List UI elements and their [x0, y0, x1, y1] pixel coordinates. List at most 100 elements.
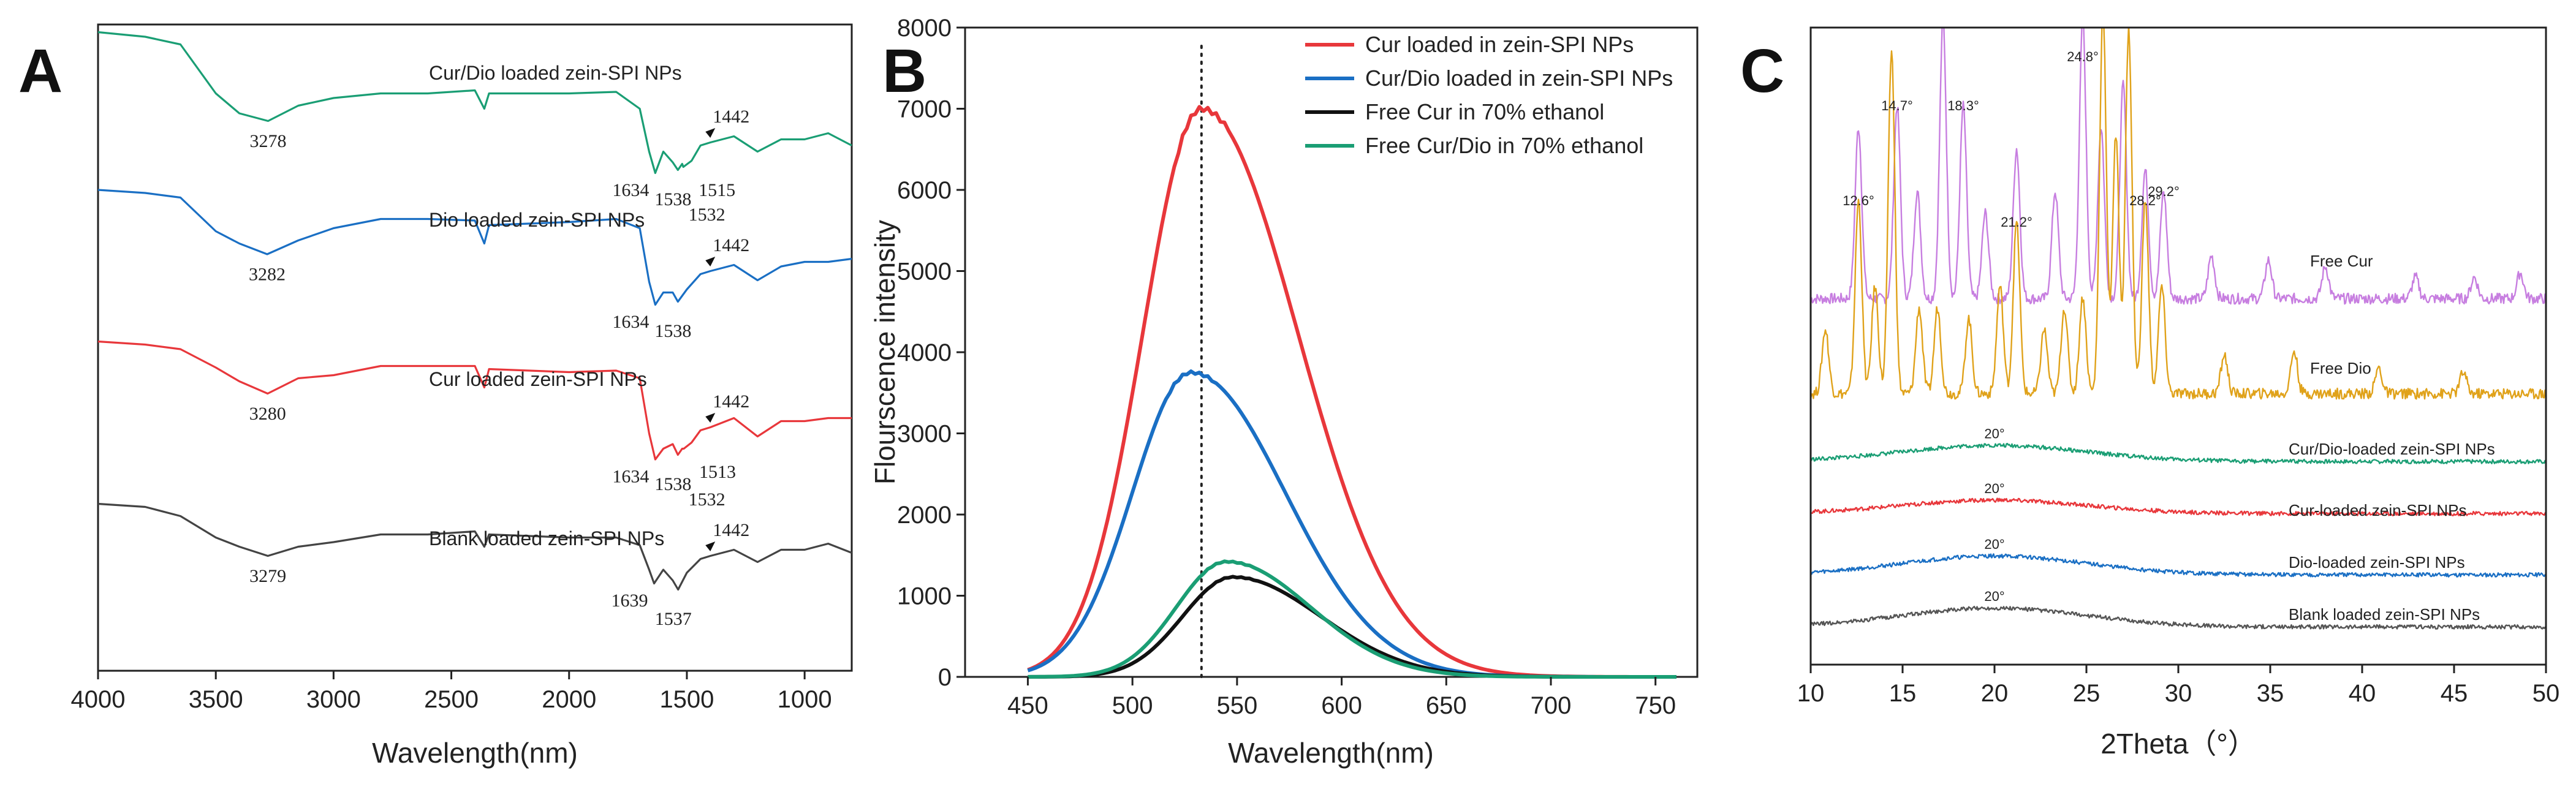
y-tick-label: 0 — [938, 664, 952, 691]
peak-annotation: 12.6° — [1843, 193, 1874, 208]
legend-item: Free Cur in 70% ethanol — [1305, 99, 1604, 124]
legend-label: Free Cur in 70% ethanol — [1365, 99, 1604, 124]
peak-annotation: 20° — [1984, 589, 2004, 604]
y-tick-label: 2000 — [897, 502, 952, 529]
peak-arrow — [705, 542, 716, 551]
spectrum-line — [97, 502, 852, 591]
peak-annotation: 24.8° — [2067, 49, 2099, 64]
peak-annotation: 1538 — [654, 189, 691, 209]
x-tick-label: 30 — [2165, 680, 2192, 707]
x-tick-label: 550 — [1216, 692, 1257, 719]
x-tick-label: 20 — [1981, 680, 2009, 707]
panel-c-plot: Free Cur 14.7° 18.3° 24.8° 29.2° Free Dio 12.6… — [1811, 28, 2546, 630]
y-tick-label: 5000 — [897, 258, 952, 285]
series-cur-loaded-in-zein-spi-nps — [1027, 105, 1676, 679]
panel-b-y-label: Flourscence intensity — [869, 220, 901, 485]
peak-arrow — [705, 257, 716, 266]
x-tick-label: 2500 — [424, 686, 479, 713]
series-label: Blank loaded zein-SPI NPs — [2289, 605, 2480, 624]
peak-annotation: 1634 — [612, 180, 649, 200]
panel-c-x-ticks: 10 15 20 25 30 35 40 45 50 — [1797, 665, 2560, 707]
panel-b: B 450 500 550 600 650 700 750 0 1000 2000 3000 400… — [869, 15, 1699, 769]
x-tick-label: 40 — [2349, 680, 2376, 707]
panel-a-frame — [97, 23, 853, 672]
spectrum-line — [97, 31, 852, 175]
panel-b-x-ticks: 450 500 550 600 650 700 750 — [1007, 677, 1676, 719]
x-tick-label: 10 — [1797, 680, 1825, 707]
panel-b-y-ticks: 0 1000 2000 3000 4000 5000 6000 7000 8000 — [897, 15, 965, 691]
panel-a-x-label: Wavelength(nm) — [372, 737, 578, 769]
series-label: Cur/Dio loaded zein-SPI NPs — [429, 62, 682, 84]
y-tick-label: 6000 — [897, 177, 952, 204]
series-cur-dio-loaded-in-zein-spi-nps — [1027, 369, 1676, 679]
x-tick-label: 650 — [1426, 692, 1467, 719]
x-tick-label: 45 — [2441, 680, 2468, 707]
series-label: Dio-loaded zein-SPI NPs — [2289, 553, 2465, 572]
peak-annotation: 1538 — [654, 321, 691, 341]
x-tick-label: 750 — [1635, 692, 1676, 719]
panel-a-letter: A — [18, 37, 63, 105]
x-tick-label: 25 — [2073, 680, 2101, 707]
peak-annotation: 1537 — [655, 609, 692, 629]
peak-annotation: 1532 — [689, 489, 725, 510]
peak-annotation: 3279 — [249, 566, 286, 586]
xrd-pattern-line — [1811, 606, 2546, 630]
panel-b-plot — [1027, 45, 1676, 679]
series-free-cur — [1811, 28, 2546, 305]
series-cur-dio-loaded-zein-spi-nps: Cur/Dio loaded zein-SPI NPs 3278 1634 15381… — [97, 31, 852, 225]
x-tick-label: 4000 — [71, 686, 126, 713]
series-label: Blank loaded zein-SPI NPs — [429, 527, 664, 549]
peak-annotation: 1442 — [713, 235, 749, 255]
xrd-pattern-line — [1811, 28, 2546, 305]
peak-annotation: 3278 — [250, 131, 287, 151]
panel-c-letter: C — [1740, 37, 1784, 105]
x-tick-label: 600 — [1321, 692, 1362, 719]
x-tick-label: 50 — [2532, 680, 2560, 707]
spectrum-line — [97, 189, 852, 306]
series-cur-loaded-zein-spi-nps — [1811, 497, 2546, 516]
panel-b-letter: B — [882, 37, 926, 105]
series-label: Cur loaded zein-SPI NPs — [429, 368, 647, 390]
peak-arrow — [705, 413, 716, 423]
xrd-pattern-line — [1811, 553, 2546, 578]
x-tick-label: 500 — [1112, 692, 1153, 719]
x-tick-label: 35 — [2257, 680, 2284, 707]
peak-annotation: 21.2° — [2001, 214, 2032, 230]
peak-annotation: 1442 — [713, 391, 749, 412]
legend-label: Free Cur/Dio in 70% ethanol — [1365, 133, 1643, 158]
x-tick-label: 2000 — [542, 686, 596, 713]
y-tick-label: 8000 — [897, 15, 952, 42]
series-label: Cur/Dio-loaded zein-SPI NPs — [2289, 440, 2495, 458]
series-label: Dio loaded zein-SPI NPs — [429, 209, 645, 231]
peak-annotation: 1532 — [689, 205, 725, 225]
peak-arrow — [705, 128, 716, 138]
legend-label: Cur/Dio loaded in zein-SPI NPs — [1365, 66, 1673, 91]
panel-b-x-label: Wavelength(nm) — [1228, 737, 1434, 769]
legend-item: Free Cur/Dio in 70% ethanol — [1305, 133, 1643, 158]
peak-annotation: 1442 — [713, 520, 749, 540]
peak-annotation: 1639 — [612, 591, 648, 611]
peak-annotation: 18.3° — [1947, 98, 1979, 113]
panel-b-legend: Cur loaded in zein-SPI NPs Cur/Dio loaded… — [1305, 32, 1673, 158]
series-label: Cur-loaded zein-SPI NPs — [2289, 501, 2466, 519]
x-tick-label: 3000 — [306, 686, 361, 713]
peak-annotation: 1634 — [612, 467, 649, 487]
panel-c: C Free Cur 14.7° 18.3° 24.8° 29.2° Free Dio 12… — [1740, 26, 2560, 760]
y-tick-label: 3000 — [897, 421, 952, 448]
panel-c-x-label: 2Theta（°） — [2101, 728, 2256, 760]
peak-annotation: 20° — [1984, 537, 2004, 552]
series-blank-loaded-zein-spi-nps — [1811, 606, 2546, 630]
xrd-pattern-line — [1811, 443, 2546, 464]
x-tick-label: 700 — [1531, 692, 1572, 719]
legend-item: Cur loaded in zein-SPI NPs — [1305, 32, 1634, 57]
series-free-dio — [1811, 28, 2546, 400]
y-tick-label: 7000 — [897, 96, 952, 123]
x-tick-label: 450 — [1007, 692, 1048, 719]
peak-annotation: 29.2° — [2148, 184, 2180, 199]
series-label: Free Dio — [2310, 359, 2371, 377]
xrd-pattern-line — [1811, 497, 2546, 516]
